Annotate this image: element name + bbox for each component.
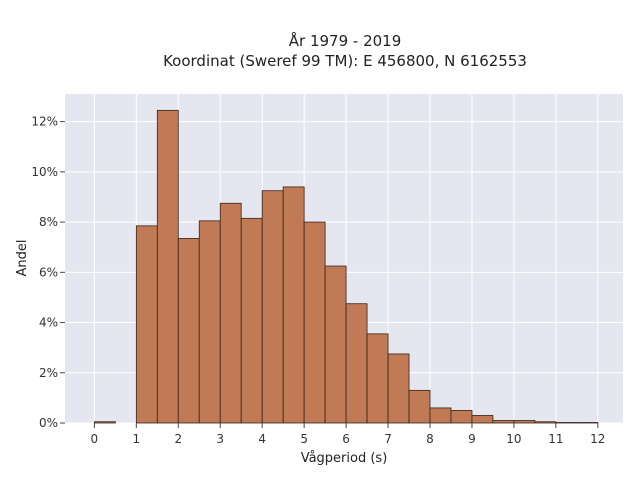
histogram-bar: [177, 238, 200, 424]
x-tick-label: 9: [468, 432, 476, 446]
histogram-bar: [240, 217, 263, 424]
histogram-bar: [450, 410, 473, 424]
y-tick-label: 4%: [39, 316, 58, 330]
histogram-bar: [135, 225, 158, 424]
x-tick-label: 6: [342, 432, 350, 446]
histogram-bar: [576, 422, 599, 424]
histogram-bar: [555, 422, 578, 424]
histogram-bar: [324, 265, 347, 424]
x-tick-label: 0: [91, 432, 99, 446]
histogram-bar: [345, 303, 368, 424]
y-tick-label: 10%: [31, 165, 58, 179]
x-axis-label: Vågperiod (s): [301, 451, 388, 466]
y-tick-label: 8%: [39, 215, 58, 229]
histogram-bar: [261, 190, 284, 424]
histogram-bar: [513, 420, 536, 424]
x-tick-label: 10: [506, 432, 521, 446]
x-tick-label: 5: [300, 432, 308, 446]
histogram-bar: [219, 202, 242, 424]
x-tick-label: 8: [426, 432, 434, 446]
histogram-bar: [387, 353, 410, 424]
histogram-bar: [366, 333, 389, 424]
histogram-bar: [471, 415, 494, 424]
chart-title-line1: År 1979 - 2019: [289, 31, 402, 50]
x-axis-ticks: 0 1 2 3 4 5 6 7 8 9 10 11 12: [91, 423, 605, 446]
chart-title-line2: Koordinat (Sweref 99 TM): E 456800, N 61…: [163, 52, 527, 70]
x-tick-label: 12: [590, 432, 605, 446]
histogram-bar: [93, 421, 116, 424]
histogram-bar: [492, 420, 515, 424]
x-tick-label: 4: [258, 432, 266, 446]
histogram-bar: [408, 389, 431, 424]
y-axis-ticks: 0% 2% 4% 6% 8% 10% 12%: [31, 115, 65, 430]
x-tick-label: 3: [216, 432, 224, 446]
y-tick-label: 12%: [31, 115, 58, 129]
y-tick-label: 6%: [39, 265, 58, 279]
x-tick-label: 1: [133, 432, 141, 446]
y-tick-label: 0%: [39, 416, 58, 430]
y-tick-label: 2%: [39, 366, 58, 380]
y-axis-label: Andel: [15, 240, 30, 277]
histogram-bar: [156, 109, 179, 424]
histogram-bar: [429, 407, 452, 424]
x-tick-label: 2: [174, 432, 182, 446]
x-tick-label: 11: [548, 432, 563, 446]
histogram-bar: [198, 220, 221, 424]
bars: [93, 109, 599, 424]
histogram-bar: [534, 421, 557, 424]
histogram-bar: [303, 221, 326, 424]
x-tick-label: 7: [384, 432, 392, 446]
histogram-bar: [282, 186, 305, 424]
